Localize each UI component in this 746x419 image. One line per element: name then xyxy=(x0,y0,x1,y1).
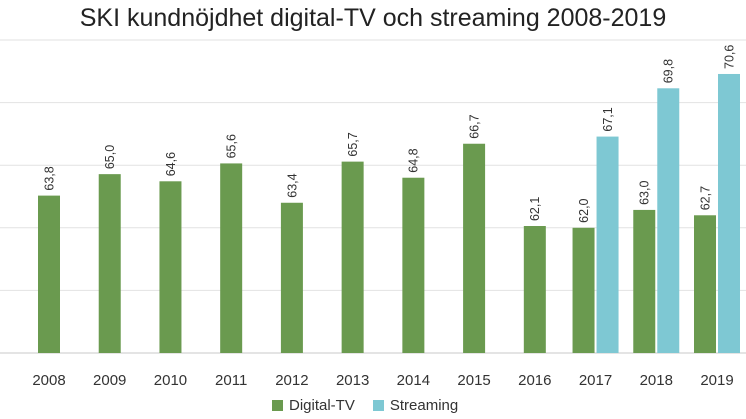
x-tick-label: 2009 xyxy=(93,372,126,389)
bar-digital-tv-2018 xyxy=(633,209,656,353)
x-tick-label: 2017 xyxy=(579,372,612,389)
data-label: 63,0 xyxy=(638,181,652,205)
legend: Digital-TV Streaming xyxy=(272,397,458,414)
data-label: 65,0 xyxy=(103,145,117,169)
data-label: 62,7 xyxy=(698,186,712,210)
data-label: 66,7 xyxy=(467,114,481,138)
data-label: 65,7 xyxy=(346,132,360,156)
x-tick-label: 2013 xyxy=(336,372,369,389)
x-tick-label: 2016 xyxy=(518,372,551,389)
legend-item-digital-tv: Digital-TV xyxy=(272,397,355,414)
bar-digital-tv-2015 xyxy=(463,143,486,353)
bar-digital-tv-2013 xyxy=(341,161,364,353)
x-tick-label: 2018 xyxy=(640,372,673,389)
bar-digital-tv-2019 xyxy=(694,215,716,353)
x-tick-label: 2008 xyxy=(32,372,65,389)
data-label: 62,1 xyxy=(528,197,542,221)
legend-swatch-digital-tv xyxy=(272,400,283,411)
x-tick-label: 2019 xyxy=(700,372,733,389)
data-label: 70,6 xyxy=(722,45,736,69)
bar-digital-tv-2016 xyxy=(523,226,546,353)
x-tick-label: 2014 xyxy=(397,372,430,389)
bar-digital-tv-2008 xyxy=(38,195,60,353)
legend-label-digital-tv: Digital-TV xyxy=(289,397,355,414)
x-tick-label: 2010 xyxy=(154,372,187,389)
data-label: 64,8 xyxy=(407,148,421,172)
x-tick-label: 2012 xyxy=(275,372,308,389)
x-tick-label: 2011 xyxy=(215,372,247,389)
bar-digital-tv-2009 xyxy=(98,174,121,353)
bar-streaming-2017 xyxy=(596,136,619,353)
data-label: 63,4 xyxy=(285,173,299,197)
bar-digital-tv-2017 xyxy=(572,227,595,353)
data-label: 64,6 xyxy=(164,152,178,176)
bar-streaming-2018 xyxy=(657,88,680,353)
legend-item-streaming: Streaming xyxy=(372,397,459,414)
bar-streaming-2019 xyxy=(718,73,740,354)
data-label: 67,1 xyxy=(601,107,615,131)
bar-digital-tv-2010 xyxy=(159,181,182,353)
legend-label-streaming: Streaming xyxy=(389,397,459,414)
chart-title: SKI kundnöjdhet digital-TV och streaming… xyxy=(79,4,667,32)
data-label: 63,8 xyxy=(42,166,56,190)
legend-swatch-streaming xyxy=(372,400,384,411)
data-label: 65,6 xyxy=(225,134,239,158)
bar-digital-tv-2012 xyxy=(280,202,303,353)
bar-digital-tv-2014 xyxy=(402,177,425,353)
data-label: 69,8 xyxy=(662,59,676,83)
x-tick-label: 2015 xyxy=(457,372,490,389)
data-label: 62,0 xyxy=(577,198,591,222)
bar-digital-tv-2011 xyxy=(220,163,243,353)
